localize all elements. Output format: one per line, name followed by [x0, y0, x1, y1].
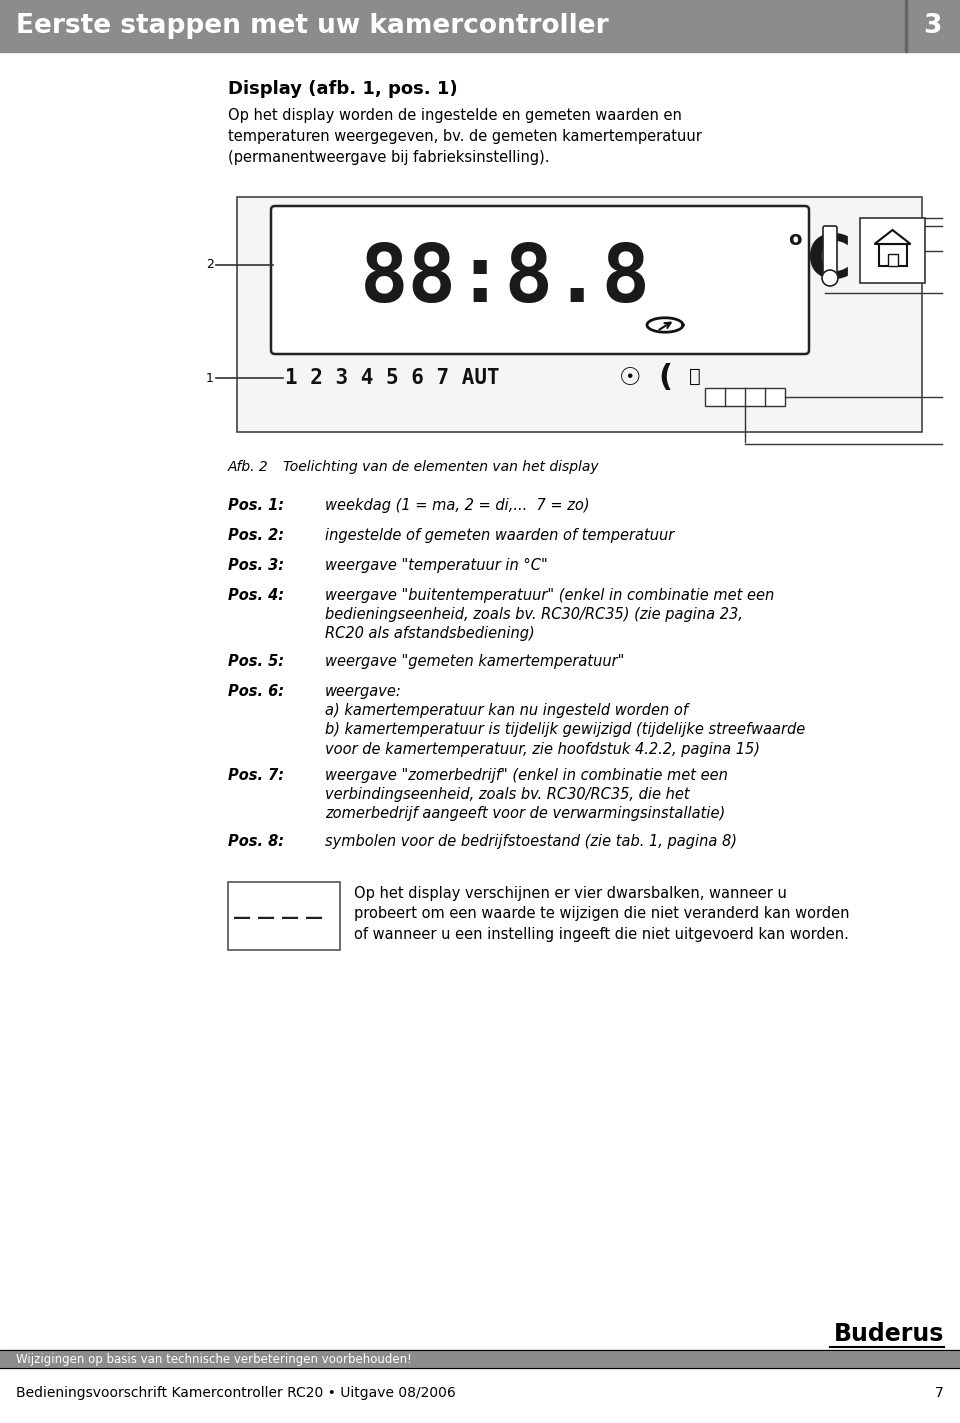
Text: Op het display worden de ingestelde en gemeten waarden en
temperaturen weergegev: Op het display worden de ingestelde en g…: [228, 108, 702, 165]
Text: ☉: ☉: [619, 366, 641, 390]
Text: weergave "buitentemperatuur" (enkel in combinatie met een
bedieningseenheid, zoa: weergave "buitentemperatuur" (enkel in c…: [325, 588, 775, 642]
Text: Op het display verschijnen er vier dwarsbalken, wanneer u
probeert om een waarde: Op het display verschijnen er vier dwars…: [354, 887, 850, 942]
Text: weergave "zomerbedrijf" (enkel in combinatie met een
verbindingseenheid, zoals b: weergave "zomerbedrijf" (enkel in combin…: [325, 768, 728, 821]
Circle shape: [822, 270, 838, 286]
Text: Pos. 8:: Pos. 8:: [228, 834, 284, 850]
Text: Pos. 4:: Pos. 4:: [228, 588, 284, 603]
Text: weergave "gemeten kamertemperatuur": weergave "gemeten kamertemperatuur": [325, 655, 624, 669]
Text: —: —: [305, 909, 324, 926]
Bar: [237, 196, 922, 433]
Text: —: —: [281, 909, 300, 926]
Text: Display (afb. 1, pos. 1): Display (afb. 1, pos. 1): [228, 80, 458, 98]
Bar: [228, 882, 340, 951]
Text: 1: 1: [206, 371, 214, 384]
Text: Afb. 2: Afb. 2: [228, 460, 269, 474]
Text: Pos. 5:: Pos. 5:: [228, 655, 284, 669]
Bar: [860, 218, 925, 283]
Bar: [887, 253, 898, 266]
Text: (: (: [658, 363, 672, 393]
FancyBboxPatch shape: [271, 206, 809, 354]
FancyBboxPatch shape: [823, 226, 837, 275]
Text: Bedieningsvoorschrift Kamercontroller RC20 • Uitgave 08/2006: Bedieningsvoorschrift Kamercontroller RC…: [16, 1386, 456, 1400]
Text: C: C: [807, 232, 852, 290]
Text: symbolen voor de bedrijfstoestand (zie tab. 1, pagina 8): symbolen voor de bedrijfstoestand (zie t…: [325, 834, 737, 850]
Text: —: —: [257, 909, 276, 926]
Text: Toelichting van de elementen van het display: Toelichting van de elementen van het dis…: [283, 460, 599, 474]
Text: Buderus: Buderus: [833, 1322, 944, 1346]
Text: ⚽: ⚽: [689, 367, 701, 386]
Text: —: —: [233, 909, 252, 926]
Text: Pos. 2:: Pos. 2:: [228, 528, 284, 544]
Text: 7: 7: [935, 1386, 944, 1400]
Text: weergave:
a) kamertemperatuur kan nu ingesteld worden of
b) kamertemperatuur is : weergave: a) kamertemperatuur kan nu ing…: [325, 684, 805, 757]
Text: 3: 3: [923, 13, 941, 38]
Text: weekdag (1 = ma, 2 = di,...  7 = zo): weekdag (1 = ma, 2 = di,... 7 = zo): [325, 498, 589, 514]
Text: ingestelde of gemeten waarden of temperatuur: ingestelde of gemeten waarden of tempera…: [325, 528, 674, 544]
Text: Eerste stappen met uw kamercontroller: Eerste stappen met uw kamercontroller: [16, 13, 609, 38]
Bar: [878, 243, 906, 266]
Text: Wijzigingen op basis van technische verbeteringen voorbehouden!: Wijzigingen op basis van technische verb…: [16, 1352, 412, 1366]
Text: 2: 2: [206, 259, 214, 272]
Text: weergave "temperatuur in °C": weergave "temperatuur in °C": [325, 558, 548, 573]
Text: 88:8.8: 88:8.8: [359, 240, 651, 319]
Text: Pos. 6:: Pos. 6:: [228, 684, 284, 699]
Bar: [0, 1350, 960, 1368]
Text: Pos. 7:: Pos. 7:: [228, 768, 284, 783]
Text: o: o: [788, 231, 802, 249]
Polygon shape: [875, 231, 910, 243]
Bar: [0, 0, 960, 53]
Text: Pos. 1:: Pos. 1:: [228, 498, 284, 514]
Bar: [905, 0, 907, 53]
Text: Pos. 3:: Pos. 3:: [228, 558, 284, 573]
Bar: [705, 388, 785, 406]
Text: 1 2 3 4 5 6 7 AUT: 1 2 3 4 5 6 7 AUT: [285, 369, 499, 388]
